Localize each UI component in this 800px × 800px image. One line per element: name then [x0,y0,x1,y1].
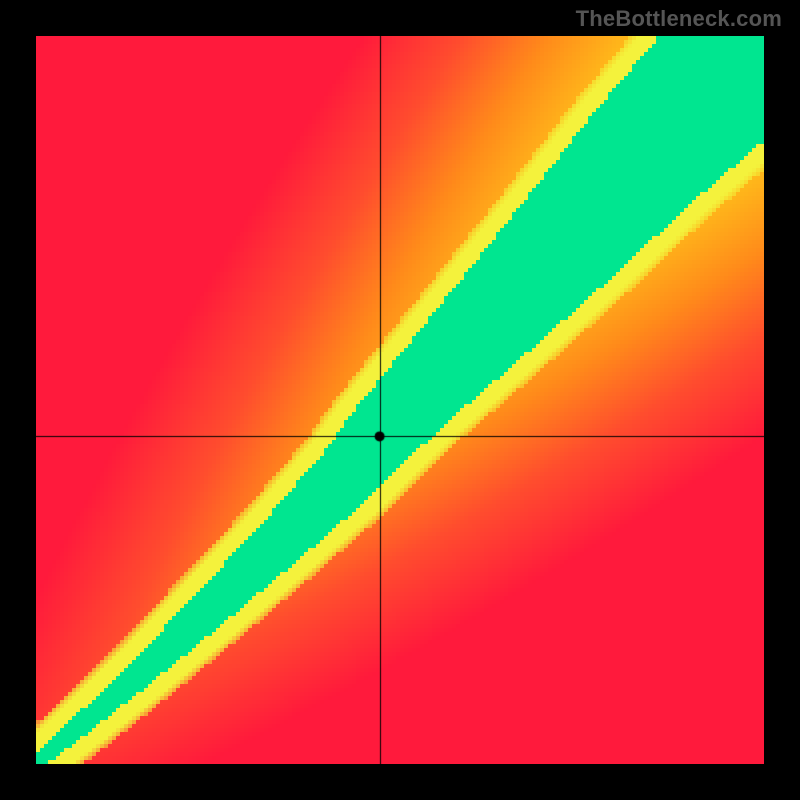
watermark-text: TheBottleneck.com [576,6,782,32]
overlay-canvas [36,36,764,764]
chart-root: TheBottleneck.com [0,0,800,800]
